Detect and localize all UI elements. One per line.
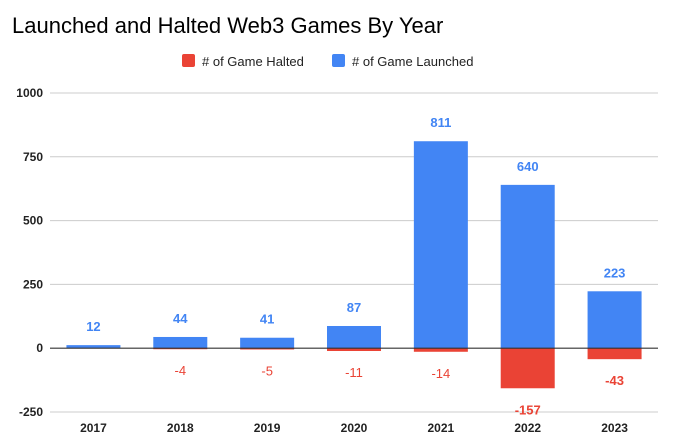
x-tick-label: 2023 (601, 421, 628, 435)
legend-swatch-halted (182, 54, 195, 67)
x-tick-label: 2021 (428, 421, 455, 435)
data-label-launched: 811 (430, 115, 451, 130)
bar-launched (240, 337, 295, 349)
bar-halted (413, 348, 468, 352)
x-tick-label: 2022 (514, 421, 541, 435)
bar-halted (240, 348, 295, 350)
y-tick-label: 250 (23, 277, 43, 291)
chart-title: Launched and Halted Web3 Games By Year (12, 13, 443, 38)
data-label-launched: 41 (260, 312, 274, 327)
bar-launched (413, 141, 468, 349)
x-tick-label: 2020 (341, 421, 368, 435)
data-label-launched: 44 (173, 311, 188, 326)
data-label-halted: -14 (431, 366, 450, 381)
legend-label-halted: # of Game Halted (202, 54, 304, 69)
data-label-launched: 640 (517, 159, 539, 174)
bar-launched (500, 184, 555, 349)
y-tick-label: 0 (36, 341, 43, 355)
y-axis-ticks: -250 0 250 500 750 1000 (16, 86, 43, 419)
x-axis-ticks: 2017 2018 2019 2020 2021 2022 2023 (80, 421, 628, 435)
bar-launched (327, 325, 381, 349)
data-label-halted: -43 (605, 373, 624, 388)
y-tick-label: -250 (19, 405, 43, 419)
data-label-halted: -11 (345, 365, 363, 380)
bars (66, 141, 642, 389)
bar-launched (587, 291, 642, 349)
gridlines (50, 92, 658, 413)
data-label-launched: 87 (347, 300, 361, 315)
bar-halted (587, 348, 642, 360)
data-label-launched: 223 (604, 265, 626, 280)
y-tick-label: 750 (23, 150, 43, 164)
bar-halted (500, 348, 555, 389)
bar-halted (327, 348, 381, 352)
bar-launched (66, 345, 121, 349)
data-label-halted: -4 (175, 363, 187, 378)
x-tick-label: 2017 (80, 421, 107, 435)
legend-label-launched: # of Game Launched (352, 54, 473, 69)
data-label-launched: 12 (86, 319, 100, 334)
legend: # of Game Halted # of Game Launched (182, 54, 473, 69)
y-tick-label: 500 (23, 214, 43, 228)
x-tick-label: 2018 (167, 421, 194, 435)
bar-launched (153, 336, 208, 349)
data-labels: 12 44 -4 41 -5 87 -11 811 -14 640 -157 223 -43 (86, 115, 625, 417)
legend-swatch-launched (332, 54, 345, 67)
y-tick-label: 1000 (16, 86, 43, 100)
data-label-halted: -157 (515, 402, 541, 417)
x-tick-label: 2019 (254, 421, 281, 435)
data-label-halted: -5 (261, 363, 273, 378)
